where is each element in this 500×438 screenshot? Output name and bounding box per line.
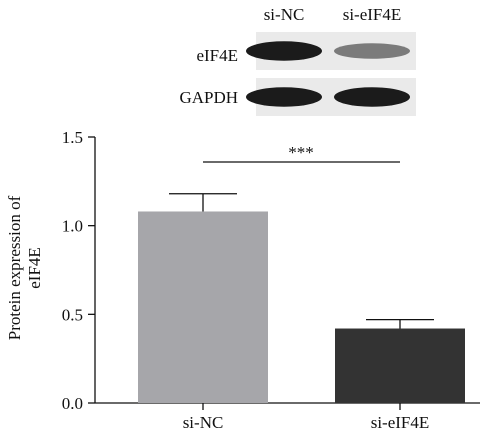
lane-label-si-nc: si-NC	[264, 5, 305, 24]
lane-label-si-eif4e: si-eIF4E	[343, 5, 402, 24]
x-tick-label-si-NC: si-NC	[183, 413, 224, 432]
y-axis: 0.0 0.5 1.0 1.5	[62, 128, 96, 413]
y-tick-label: 1.0	[62, 217, 83, 236]
band-row-2-lane-2	[334, 87, 410, 107]
blot-row-label-gapdh: GAPDH	[179, 88, 238, 107]
blot-bands	[246, 41, 410, 107]
bar-chart: 0.0 0.5 1.0 1.5 si-NC si-eIF4E *** Protein e…	[5, 128, 480, 432]
western-blot: si-NC si-eIF4E eIF4E GAPDH	[179, 5, 416, 116]
band-row-1-lane-2	[334, 43, 410, 59]
bars	[138, 193, 465, 403]
y-axis-label-line-2: eIF4E	[25, 247, 44, 289]
band-row-1-lane-1	[246, 41, 322, 61]
x-axis: si-NC si-eIF4E	[95, 402, 480, 432]
y-tick-label: 0.0	[62, 394, 83, 413]
bar-si-NC	[138, 211, 268, 403]
bar-si-eIF4E	[335, 328, 465, 403]
band-row-2-lane-1	[246, 87, 322, 107]
y-tick-label: 1.5	[62, 128, 83, 147]
x-tick-label-si-eIF4E: si-eIF4E	[371, 413, 430, 432]
significance-label: ***	[288, 143, 314, 162]
y-tick-label: 0.5	[62, 305, 83, 324]
significance-annotation: ***	[203, 143, 400, 163]
blot-row-label-eif4e: eIF4E	[196, 46, 238, 65]
y-axis-label-line-1: Protein expression of	[5, 195, 24, 340]
